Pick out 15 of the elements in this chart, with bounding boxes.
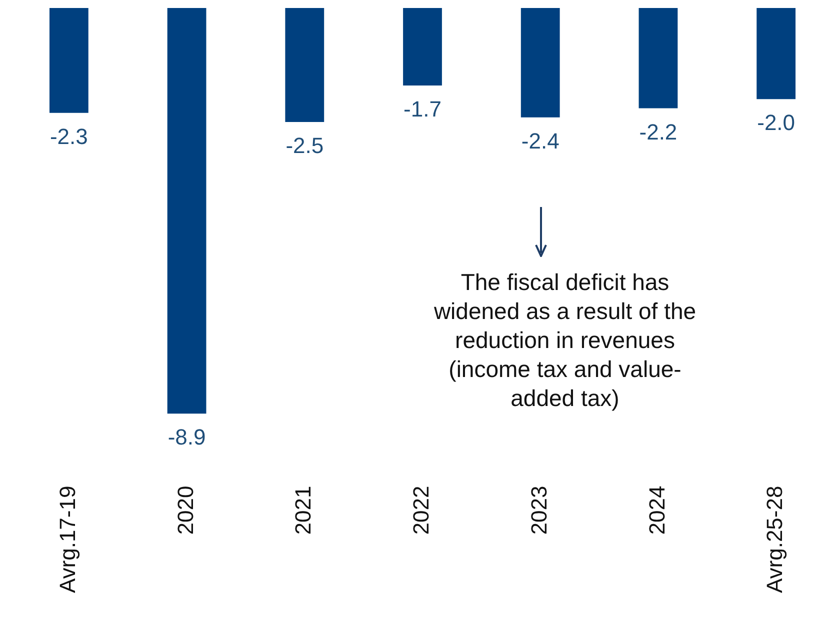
data-label: -2.3 xyxy=(50,124,88,149)
x-tick-label: 2023 xyxy=(526,486,552,535)
x-tick-label: 2022 xyxy=(408,486,434,535)
annotation: The fiscal deficit has widened as a result of the reduction in revenues (income tax and value-added tax) xyxy=(432,268,698,413)
data-label: -2.0 xyxy=(757,110,796,136)
data-label: -2.4 xyxy=(521,128,560,154)
x-tick-label: 2021 xyxy=(290,486,316,535)
x-tick-label: 2020 xyxy=(172,486,198,535)
x-tick-label: Avrg.25-28 xyxy=(762,486,788,593)
data-label: -8.9 xyxy=(168,424,206,450)
data-label: -2.5 xyxy=(286,133,324,158)
x-tick-label: 2024 xyxy=(644,486,670,535)
data-label: -2.2 xyxy=(639,119,678,144)
x-tick-label: Avrg.17-19 xyxy=(54,486,80,593)
data-label: -1.7 xyxy=(404,96,442,122)
